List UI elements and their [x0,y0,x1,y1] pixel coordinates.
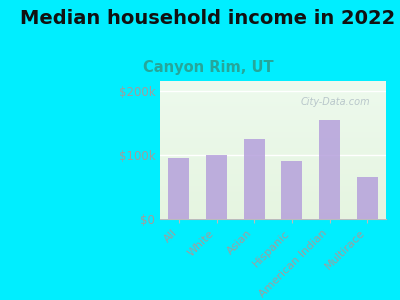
Text: Canyon Rim, UT: Canyon Rim, UT [143,60,273,75]
Bar [282,161,302,219]
Text: City-Data.com: City-Data.com [300,97,370,107]
Bar [244,139,264,219]
Bar [168,158,189,219]
Text: Median household income in 2022: Median household income in 2022 [20,9,396,28]
Bar [206,155,227,219]
Bar [319,119,340,219]
Bar [357,177,378,219]
